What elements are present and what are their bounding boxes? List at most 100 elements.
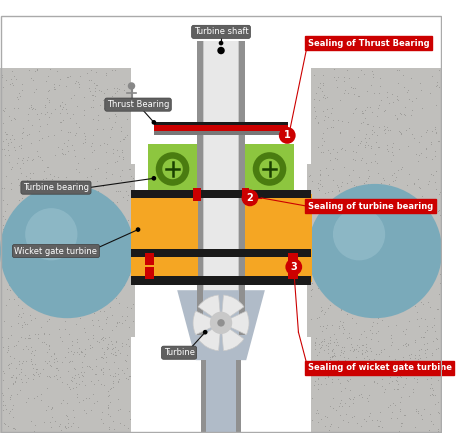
Point xyxy=(305,17,313,25)
Point xyxy=(4,16,12,23)
Point xyxy=(334,317,341,324)
Point xyxy=(181,20,188,27)
Point xyxy=(76,254,83,262)
Point xyxy=(278,331,285,338)
Point xyxy=(82,251,90,258)
Point xyxy=(434,377,441,384)
Point xyxy=(18,232,26,239)
Point xyxy=(397,373,405,380)
Point xyxy=(68,203,75,210)
Point xyxy=(31,372,38,379)
Point xyxy=(384,221,392,228)
Point xyxy=(65,200,73,207)
Point xyxy=(323,202,331,209)
Point xyxy=(64,349,72,356)
Point xyxy=(369,269,376,276)
Point xyxy=(108,345,116,352)
Point xyxy=(1,331,9,338)
Point xyxy=(415,347,423,354)
Point xyxy=(81,112,88,119)
Point xyxy=(403,206,410,213)
Point xyxy=(386,169,393,177)
Bar xyxy=(307,164,442,337)
Point xyxy=(82,201,90,208)
Point xyxy=(423,345,431,353)
Point xyxy=(387,32,394,39)
Point xyxy=(298,383,305,390)
Point xyxy=(69,407,77,414)
Point xyxy=(361,355,368,362)
Point xyxy=(329,314,337,322)
Point xyxy=(54,366,62,374)
Point xyxy=(67,202,74,209)
Point xyxy=(31,220,39,227)
Point xyxy=(83,330,91,337)
Point xyxy=(15,316,22,323)
Point xyxy=(46,175,54,182)
Point xyxy=(319,260,327,267)
Point xyxy=(401,282,408,289)
Point xyxy=(16,254,23,261)
Point xyxy=(180,32,187,39)
Point xyxy=(424,300,431,307)
Point xyxy=(87,166,94,173)
Point xyxy=(405,322,413,329)
Point xyxy=(202,36,210,43)
Point xyxy=(285,17,292,25)
Point xyxy=(351,261,359,268)
Point xyxy=(75,374,83,381)
Point xyxy=(68,197,75,204)
Point xyxy=(356,366,364,374)
Point xyxy=(120,201,128,208)
Point xyxy=(0,119,7,126)
Point xyxy=(64,259,71,266)
Point xyxy=(368,145,375,152)
Bar xyxy=(154,125,288,131)
Point xyxy=(266,391,274,398)
Point xyxy=(38,301,46,308)
Point xyxy=(428,384,436,392)
Point xyxy=(381,236,389,243)
Point xyxy=(45,198,52,205)
Point xyxy=(265,35,273,43)
Point xyxy=(87,210,95,217)
Point xyxy=(43,318,50,325)
Point xyxy=(58,167,66,174)
Point xyxy=(132,384,140,392)
Point xyxy=(428,323,436,330)
Point xyxy=(17,230,25,237)
Point xyxy=(401,30,409,37)
Point xyxy=(108,338,115,345)
Point xyxy=(9,414,17,421)
Point xyxy=(431,30,438,37)
Point xyxy=(115,299,122,306)
Point xyxy=(79,218,86,225)
Point xyxy=(216,366,224,373)
Point xyxy=(113,281,121,289)
Point xyxy=(105,403,112,410)
Point xyxy=(389,232,397,239)
Point xyxy=(295,38,303,45)
Point xyxy=(400,288,408,295)
Point xyxy=(86,56,93,64)
Point xyxy=(411,232,419,239)
Point xyxy=(104,251,112,258)
Point xyxy=(48,165,56,172)
Point xyxy=(307,286,315,293)
Point xyxy=(232,336,240,344)
Point xyxy=(394,345,401,353)
Point xyxy=(422,239,430,246)
Point xyxy=(401,412,409,419)
Point xyxy=(353,319,360,326)
Point xyxy=(27,250,35,258)
Point xyxy=(64,207,72,214)
Point xyxy=(357,390,365,397)
Point xyxy=(89,227,96,234)
Point xyxy=(24,111,32,118)
Point xyxy=(392,19,400,26)
Point xyxy=(9,232,16,239)
Point xyxy=(18,359,26,366)
Point xyxy=(427,170,435,177)
Point xyxy=(434,329,442,336)
Point xyxy=(52,227,60,234)
